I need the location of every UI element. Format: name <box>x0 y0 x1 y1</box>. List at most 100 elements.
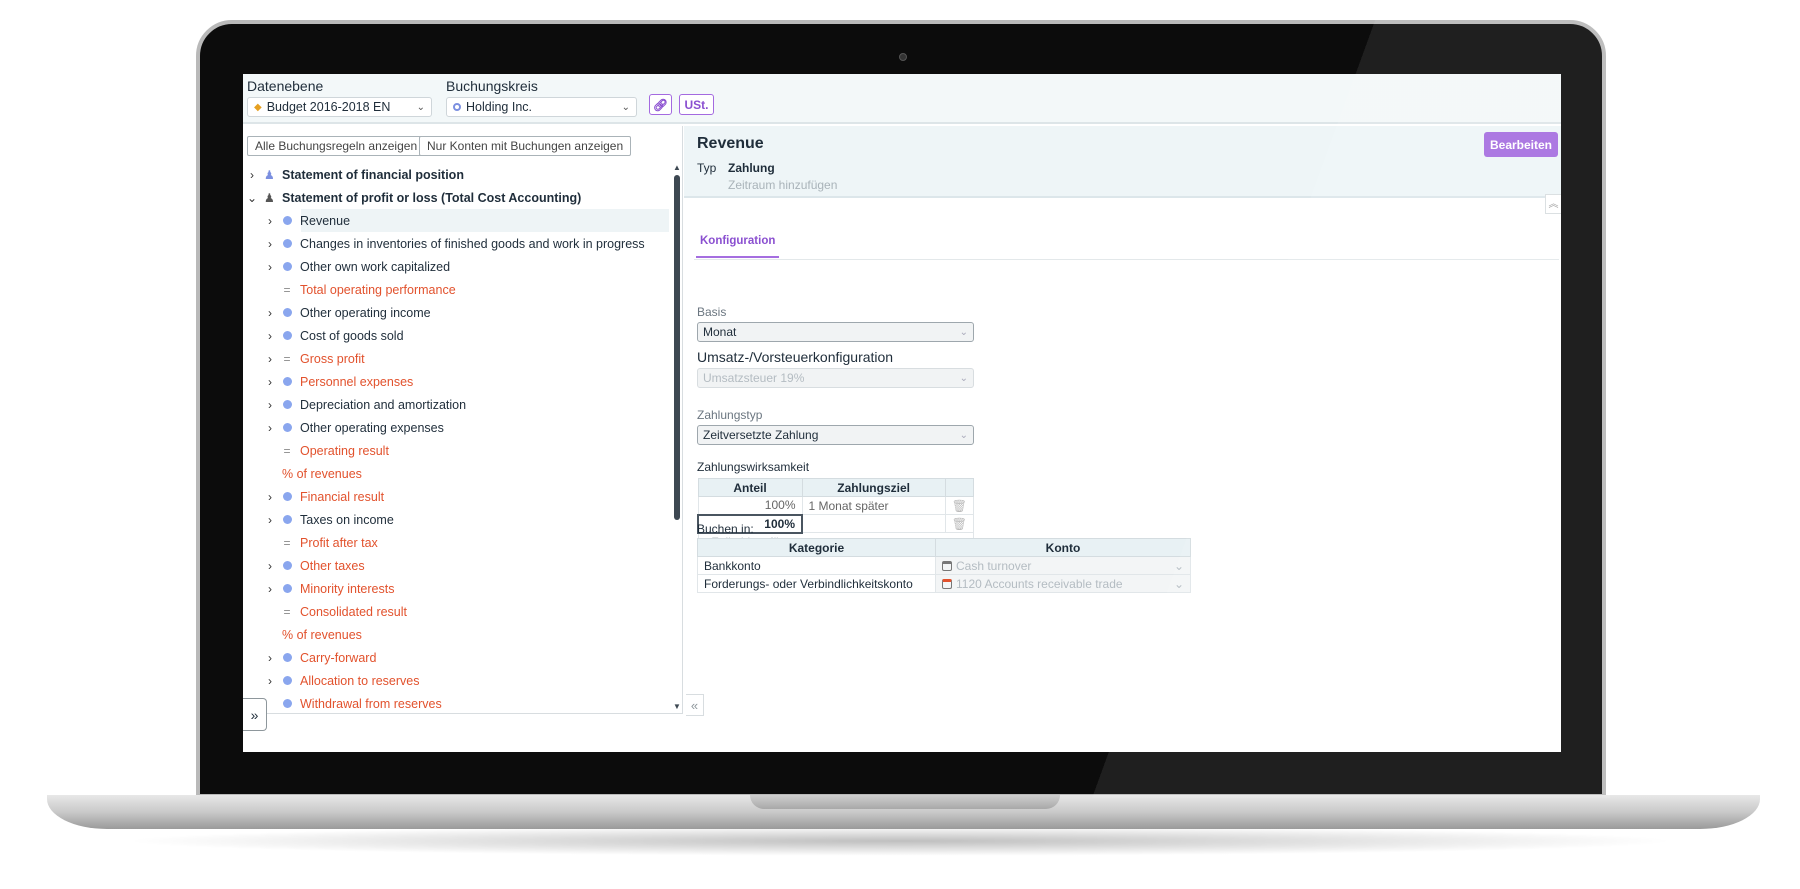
tree-item[interactable]: = Total operating performance <box>243 278 669 301</box>
payment-type-select[interactable]: Zeitversetzte Zahlung ⌄ <box>697 425 974 445</box>
chevron-right-icon[interactable]: › <box>268 558 272 573</box>
tree-item-label: Cost of goods sold <box>300 328 404 343</box>
only-accounts-button[interactable]: Nur Konten mit Buchungen anzeigen <box>419 136 632 156</box>
chevron-right-icon[interactable]: › <box>268 236 272 251</box>
tree-item-label: Other operating expenses <box>300 420 444 435</box>
tree-item[interactable]: Withdrawal from reserves <box>243 692 669 715</box>
chevron-down-icon[interactable]: ⌄ <box>247 190 258 205</box>
chevron-down-icon: ⌄ <box>1173 576 1184 591</box>
tree-item[interactable]: ⌄ ♟ Statement of profit or loss (Total Cos… <box>243 186 669 209</box>
basis-select[interactable]: Monat ⌄ <box>697 322 974 342</box>
tree-panel: Alle Buchungsregeln anzeigen Nur Konten … <box>243 126 683 714</box>
tree-item[interactable]: › Financial result <box>243 485 669 508</box>
dot-icon <box>282 513 292 527</box>
tab-divider <box>694 259 1559 260</box>
tree-item[interactable]: = Operating result <box>243 439 669 462</box>
chevron-right-icon[interactable]: › <box>268 213 272 228</box>
tree-item-label: Profit after tax <box>300 535 378 550</box>
dot-icon <box>282 375 292 389</box>
tree-item[interactable]: › Cost of goods sold <box>243 324 669 347</box>
tree-item[interactable]: = Profit after tax <box>243 531 669 554</box>
tree-item[interactable]: › Depreciation and amortization <box>243 393 669 416</box>
buchungskreis-value: Holding Inc. <box>466 100 533 114</box>
chevron-right-icon[interactable]: › <box>268 420 272 435</box>
col-anteil: Anteil <box>697 478 803 497</box>
chevron-right-icon[interactable]: › <box>268 305 272 320</box>
detail-title: Revenue <box>697 135 764 152</box>
person-icon: ♟ <box>264 167 275 182</box>
collapse-header-button[interactable]: ︽ <box>1545 194 1561 214</box>
ust-button[interactable]: USt. <box>679 94 714 115</box>
account-select[interactable]: Cash turnover ⌄ <box>935 556 1191 575</box>
chevron-up-icon: ︽ <box>1548 199 1559 210</box>
tree-item[interactable]: › Other operating expenses <box>243 416 669 439</box>
chevron-down-icon: ⌄ <box>959 429 968 441</box>
tree-item[interactable]: › Allocation to reserves <box>243 669 669 692</box>
tree-item-label: Changes in inventories of finished goods… <box>300 236 645 251</box>
tree-item[interactable]: = Consolidated result <box>243 600 669 623</box>
chevron-right-icon[interactable]: › <box>268 673 272 688</box>
scroll-up-icon[interactable]: ▲ <box>673 163 681 172</box>
col-konto: Konto <box>935 538 1191 557</box>
tree-item[interactable]: › Carry-forward <box>243 646 669 669</box>
expand-panel-button[interactable]: » <box>243 698 267 731</box>
chevron-right-icon[interactable]: › <box>268 374 272 389</box>
zahlungsziel-cell[interactable]: 1 Monat später <box>801 496 946 515</box>
anteil-cell[interactable]: 100% <box>697 496 803 515</box>
chevron-right-icon[interactable]: › <box>268 328 272 343</box>
chevron-right-icon[interactable]: › <box>268 512 272 527</box>
chevron-right-icon[interactable]: › <box>268 650 272 665</box>
tree-item-label: Other taxes <box>300 558 365 573</box>
typ-label: Typ <box>697 161 717 175</box>
col-actions <box>944 478 975 497</box>
tree-item[interactable]: › ♟ Statement of financial position <box>243 163 669 186</box>
dot-icon <box>282 214 292 228</box>
chevron-right-icon[interactable]: › <box>268 489 272 504</box>
link-button[interactable]: 🔗︎ <box>649 94 672 115</box>
tree-scrollbar[interactable]: ▲ ▼ <box>673 163 681 711</box>
show-all-rules-button[interactable]: Alle Buchungsregeln anzeigen <box>247 136 426 156</box>
tree-item[interactable]: › = Gross profit <box>243 347 669 370</box>
basis-label: Basis <box>697 305 727 319</box>
equals-icon: = <box>283 282 291 297</box>
book-in-label: Buchen in: <box>697 522 754 536</box>
tree-item[interactable]: › Other taxes <box>243 554 669 577</box>
chevron-right-icon[interactable]: › <box>268 351 272 366</box>
tab-konfiguration[interactable]: Konfiguration <box>696 235 780 258</box>
collapse-panel-button[interactable]: « <box>686 694 704 716</box>
tax-select[interactable]: Umsatzsteuer 19% ⌄ <box>697 368 974 388</box>
chevron-right-icon[interactable]: › <box>268 581 272 596</box>
tree-item[interactable]: % of revenues <box>243 623 669 646</box>
zahlungsziel-cell[interactable] <box>801 514 946 533</box>
effectiveness-table: Anteil Zahlungsziel 100% 1 Monat später 🗑︎ … <box>697 478 975 551</box>
trash-icon[interactable]: 🗑︎ <box>944 514 975 533</box>
tree-item[interactable]: › Other own work capitalized <box>243 255 669 278</box>
tree-item[interactable]: % of revenues <box>243 462 669 485</box>
dot-icon <box>282 559 292 573</box>
datenebene-select[interactable]: ◆ Budget 2016-2018 EN ⌄ <box>247 97 432 117</box>
tree-item[interactable]: › Taxes on income <box>243 508 669 531</box>
datenebene-value: Budget 2016-2018 EN <box>266 100 391 114</box>
anteil-input[interactable]: 100% <box>697 513 803 534</box>
buchungskreis-select[interactable]: Holding Inc. ⌄ <box>446 97 637 117</box>
tree-item[interactable]: › Minority interests <box>243 577 669 600</box>
edit-button[interactable]: Bearbeiten <box>1484 132 1558 157</box>
trash-icon[interactable]: 🗑︎ <box>944 496 975 515</box>
chevron-right-icon[interactable]: › <box>268 259 272 274</box>
chevron-right-icon[interactable]: › <box>268 397 272 412</box>
tree-item[interactable]: › Changes in inventories of finished good… <box>243 232 669 255</box>
scroll-down-icon[interactable]: ▼ <box>673 702 681 711</box>
tree-item[interactable]: › Personnel expenses <box>243 370 669 393</box>
dot-icon <box>282 697 292 711</box>
payment-type-label: Zahlungstyp <box>697 408 763 422</box>
tax-value: Umsatzsteuer 19% <box>703 371 805 385</box>
chevron-right-icon[interactable]: › <box>250 167 254 182</box>
add-period-link[interactable]: Zeitraum hinzufügen <box>728 178 838 192</box>
tree-item-label: Taxes on income <box>300 512 394 527</box>
account-select[interactable]: 1120 Accounts receivable trade ⌄ <box>935 574 1191 593</box>
tree-item[interactable]: › Other operating income <box>243 301 669 324</box>
scroll-thumb[interactable] <box>674 175 680 520</box>
tree-item-label: Statement of profit or loss (Total Cost … <box>282 190 582 205</box>
chevron-down-icon: ⌄ <box>959 372 968 384</box>
tree-item[interactable]: › Revenue <box>268 209 669 232</box>
